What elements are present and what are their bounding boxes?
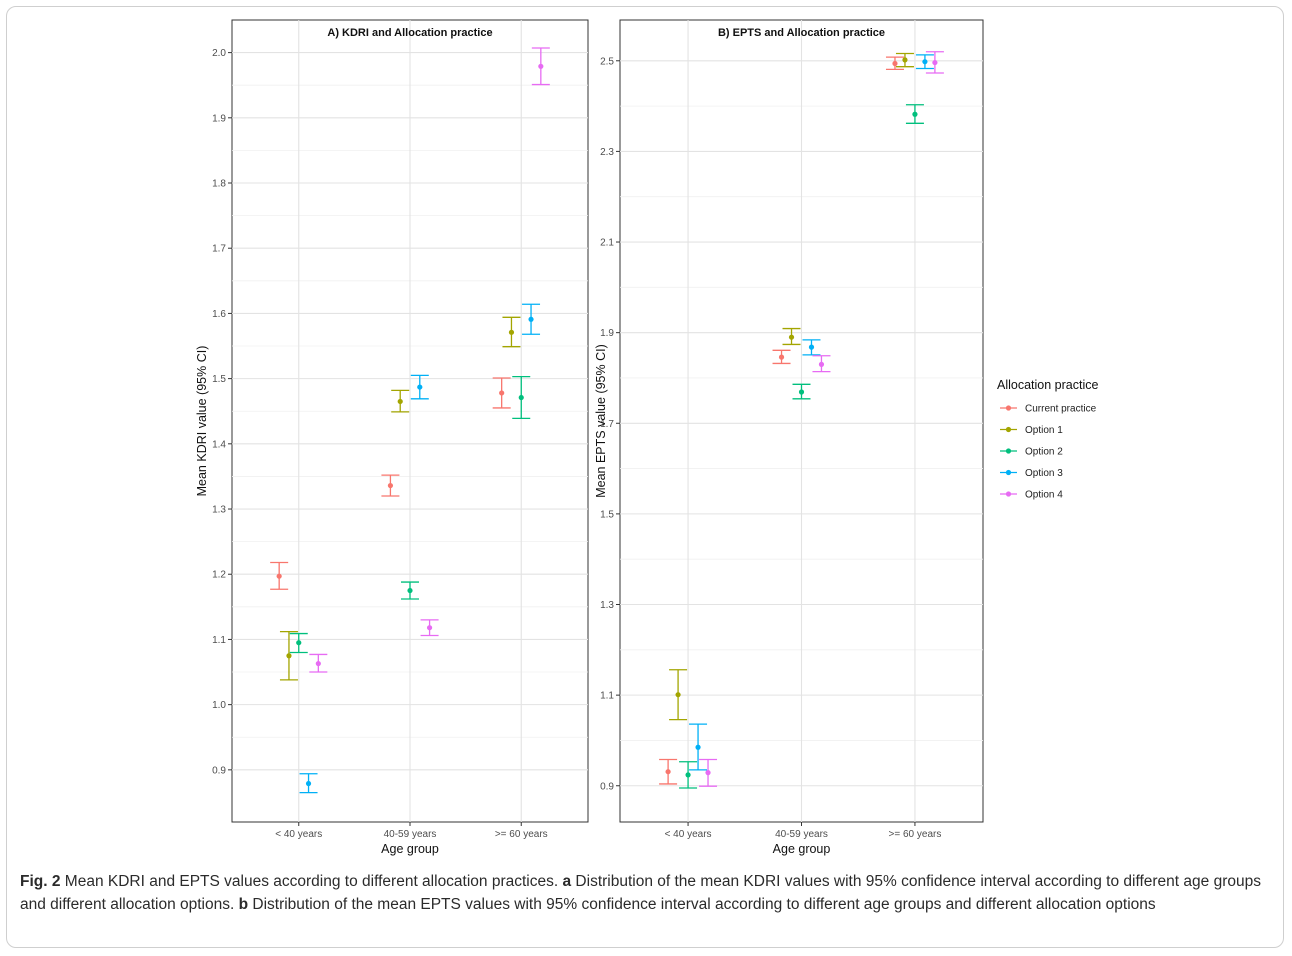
data-point — [778, 354, 785, 360]
chart-title: B) EPTS and Allocation practice — [718, 27, 885, 39]
data-point — [892, 60, 898, 67]
series-current-practice — [270, 377, 511, 590]
y-tick-label: 0.9 — [600, 781, 614, 792]
data-point — [788, 334, 795, 340]
y-tick-label: 2.3 — [600, 147, 614, 158]
y-tick-label: 1.8 — [212, 179, 226, 190]
y-tick-label: 1.9 — [600, 328, 614, 339]
data-point — [528, 316, 534, 322]
y-tick-label: 1.1 — [600, 691, 614, 702]
data-point — [695, 744, 701, 750]
caption-text-3: Distribution of the mean EPTS values wit… — [248, 896, 1156, 913]
series-option-2 — [679, 104, 924, 789]
y-tick-label: 1.9 — [212, 113, 226, 124]
legend-key-point — [1005, 469, 1012, 476]
data-point — [387, 482, 394, 489]
legend-label: Option 4 — [1025, 490, 1063, 501]
data-point — [912, 111, 918, 117]
data-point — [305, 780, 312, 787]
data-point — [397, 398, 403, 405]
data-point — [426, 625, 433, 631]
chart-panel-epts: 0.9 1.1 1.3 1.5 1.7 1.9 2.1 2.3 2.5 < 40 years 40-… — [594, 19, 984, 856]
data-point — [286, 653, 292, 659]
data-point — [685, 772, 691, 778]
data-point — [798, 389, 805, 395]
x-tick-label: < 40 years — [275, 829, 322, 840]
caption-fig-label: Fig. 2 — [20, 873, 61, 890]
y-tick-label: 1.5 — [212, 374, 226, 385]
caption-a-label: a — [562, 873, 572, 890]
legend-key-point — [1005, 491, 1012, 497]
data-point — [808, 344, 815, 350]
data-point — [508, 329, 515, 335]
legend-label: Option 3 — [1025, 468, 1063, 479]
data-point — [675, 692, 681, 698]
data-point — [315, 660, 321, 667]
data-point — [499, 390, 505, 396]
data-point — [922, 59, 928, 65]
x-tick-label: 40-59 years — [775, 829, 828, 840]
data-point — [665, 769, 671, 775]
x-axis-label: Age group — [773, 842, 831, 856]
series-option-4 — [699, 51, 944, 787]
caption-b-label: b — [238, 896, 249, 913]
chart-panel-kdri: 0.9 1.0 1.1 1.2 1.3 1.4 1.5 1.6 1.7 1.8 1.9 2.0 < 40… — [195, 19, 589, 856]
series-option-4 — [309, 47, 550, 673]
x-axis-label: Age group — [381, 842, 439, 856]
y-tick-label: 1.2 — [212, 570, 226, 581]
legend-title: Allocation practice — [997, 378, 1098, 392]
y-tick-label: 1.3 — [600, 600, 614, 611]
caption-text-2: Distribution of the mean KDRI values wit… — [20, 873, 1261, 913]
legend: Allocation practice Current practice Optio… — [997, 378, 1098, 501]
y-tick-label: 1.6 — [212, 309, 226, 320]
series-current-practice — [659, 56, 904, 785]
series-option-2 — [289, 376, 531, 654]
y-tick-label: 1.7 — [600, 419, 614, 430]
caption-text-1: Mean KDRI and EPTS values according to d… — [60, 873, 563, 890]
y-tick-label: 1.5 — [600, 509, 614, 520]
figure-chart: 0.9 1.0 1.1 1.2 1.3 1.4 1.5 1.6 1.7 1.8 1.9 2.0 < 40… — [195, 19, 1098, 856]
legend-label: Option 2 — [1025, 447, 1063, 458]
y-tick-label: 1.3 — [212, 505, 226, 516]
series-option-3 — [689, 54, 934, 771]
y-tick-label: 2.5 — [600, 56, 614, 67]
x-tick-label: >= 60 years — [495, 829, 548, 840]
series-option-1 — [669, 52, 914, 721]
series-option-3 — [299, 303, 541, 794]
y-tick-label: 1.1 — [212, 635, 226, 646]
y-tick-label: 1.7 — [212, 244, 226, 255]
series-option-1 — [279, 316, 521, 681]
data-point — [902, 57, 908, 63]
legend-label: Current practice — [1025, 404, 1097, 415]
data-point — [518, 394, 524, 401]
y-tick-label: 0.9 — [212, 765, 226, 776]
x-tick-label: < 40 years — [665, 829, 712, 840]
legend-key-point — [1005, 426, 1012, 433]
y-axis-label: Mean EPTS value (95% CI) — [594, 344, 608, 498]
data-point — [705, 770, 711, 776]
figure-frame — [6, 6, 1284, 948]
x-tick-label: >= 60 years — [889, 829, 942, 840]
legend-key-point — [1005, 405, 1012, 411]
data-point — [932, 59, 938, 66]
legend-key-point — [1005, 448, 1012, 454]
data-point — [296, 640, 302, 646]
data-point — [276, 573, 282, 579]
figure-caption: Fig. 2 Mean KDRI and EPTS values accordi… — [20, 870, 1270, 916]
chart-title: A) KDRI and Allocation practice — [327, 27, 492, 39]
y-tick-label: 1.4 — [212, 439, 226, 450]
y-tick-label: 1.0 — [212, 700, 226, 711]
x-tick-label: 40-59 years — [384, 829, 437, 840]
data-point — [538, 63, 544, 69]
y-tick-label: 2.1 — [600, 238, 614, 249]
legend-label: Option 1 — [1025, 425, 1063, 436]
y-axis-label: Mean KDRI value (95% CI) — [195, 346, 209, 497]
data-point — [818, 361, 825, 367]
data-point — [407, 587, 413, 594]
y-tick-label: 2.0 — [212, 48, 226, 59]
data-point — [417, 384, 423, 390]
